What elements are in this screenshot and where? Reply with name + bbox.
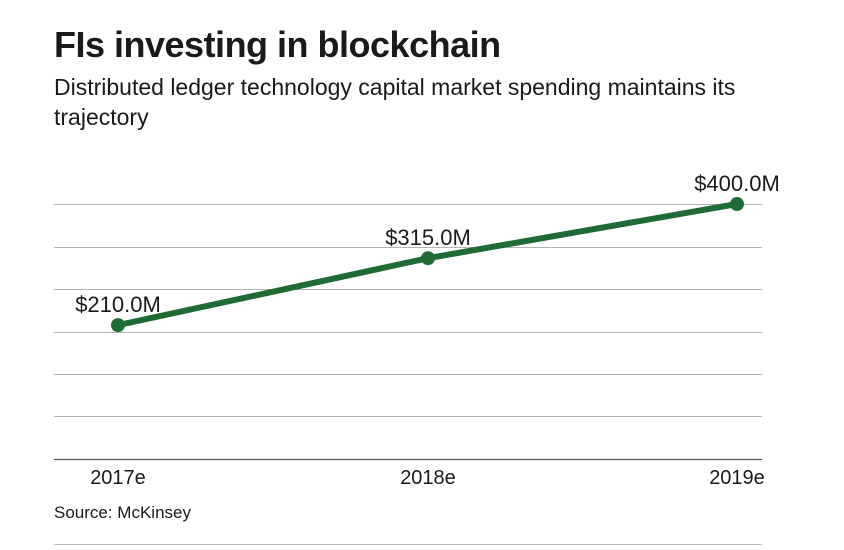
- data-point-2018e: [421, 251, 435, 266]
- data-point-2017e: [111, 318, 125, 333]
- x-tick-label: 2019e: [709, 467, 765, 489]
- data-points: [111, 197, 744, 333]
- x-tick-label: 2018e: [400, 467, 456, 489]
- x-axis-ticks: 2017e 2018e 2019e: [90, 467, 765, 489]
- x-tick-label: 2017e: [90, 467, 146, 489]
- data-label-2018e: $315.0M: [385, 225, 471, 250]
- data-label-2019e: $400.0M: [694, 171, 780, 196]
- data-label-2017e: $210.0M: [75, 292, 161, 317]
- chart-title: FIs investing in blockchain: [54, 24, 501, 65]
- source-note: Source: McKinsey: [54, 503, 191, 522]
- data-point-2019e: [730, 197, 744, 211]
- gridlines: [54, 204, 762, 461]
- footer-divider: [54, 544, 762, 545]
- chart-subtitle: Distributed ledger technology capital ma…: [54, 74, 736, 130]
- data-labels: $210.0M $315.0M $400.0M: [75, 171, 780, 317]
